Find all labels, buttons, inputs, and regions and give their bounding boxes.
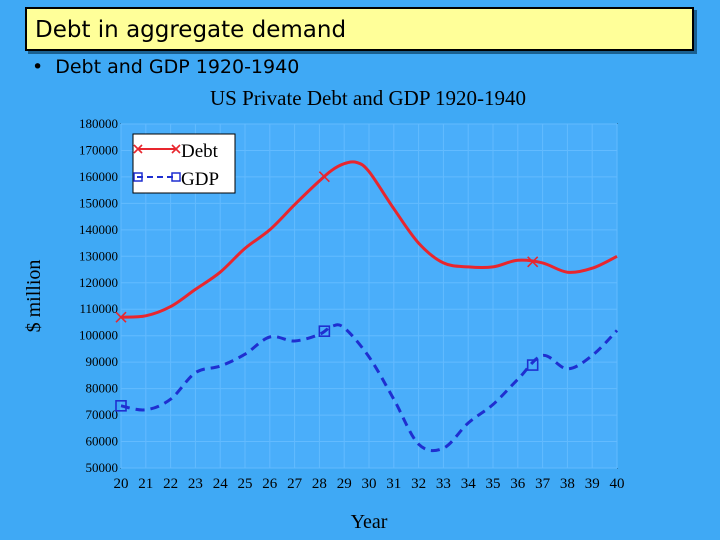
bullet-item: • Debt and GDP 1920-1940 <box>32 56 299 78</box>
y-tick-label: 110000 <box>79 301 118 316</box>
slide-title: Debt in aggregate demand <box>35 17 347 43</box>
legend-gdp-label: GDP <box>181 169 219 190</box>
y-tick-label: 130000 <box>79 248 118 263</box>
x-tick-label: 23 <box>188 476 203 492</box>
legend: Debt GDP <box>132 133 236 194</box>
y-tick-label: 70000 <box>86 407 119 422</box>
x-tick-label: 33 <box>436 476 451 492</box>
marker-gdp <box>318 325 331 337</box>
x-axis-label: Year <box>351 511 388 533</box>
y-tick-label: 180000 <box>79 116 118 131</box>
series-markers <box>115 171 539 412</box>
legend-gdp-marker-left <box>133 172 143 182</box>
y-tick-label: 100000 <box>79 328 118 343</box>
legend-gdp-marker-right <box>171 172 181 182</box>
y-tick-label: 160000 <box>79 169 118 184</box>
x-tick-label: 28 <box>312 476 327 492</box>
series-line-debt <box>120 160 618 319</box>
marker-debt <box>318 171 330 183</box>
y-tick-label: 140000 <box>79 222 118 237</box>
chart-title: US Private Debt and GDP 1920-1940 <box>210 86 526 110</box>
x-tick-label: 29 <box>337 476 352 492</box>
legend-box <box>132 133 236 194</box>
legend-debt-marker <box>133 144 181 154</box>
x-tick-label: 39 <box>585 476 600 492</box>
x-tick-label: 37 <box>535 476 551 492</box>
x-tick-label: 38 <box>560 476 575 492</box>
series-lines <box>120 160 619 453</box>
grid-lines <box>120 123 618 469</box>
x-tick-label: 22 <box>163 476 178 492</box>
x-tick-label: 25 <box>238 476 253 492</box>
x-tick-label: 31 <box>386 476 401 492</box>
bullet-text: Debt and GDP 1920-1940 <box>55 56 300 78</box>
y-axis-label: $ million <box>23 260 45 333</box>
marker-debt <box>527 256 539 268</box>
marker-debt <box>115 311 127 323</box>
x-tick-label: 20 <box>114 476 129 492</box>
y-tick-label: 170000 <box>79 142 118 157</box>
x-tick-label: 36 <box>510 476 526 492</box>
y-tick-label: 90000 <box>86 354 119 369</box>
y-tick-label: 60000 <box>86 434 119 449</box>
y-tick-label: 80000 <box>86 381 119 396</box>
y-tick-label: 150000 <box>79 195 118 210</box>
x-tick-label: 34 <box>461 476 477 492</box>
legend-debt-label: Debt <box>181 141 219 162</box>
x-tick-label: 35 <box>486 476 501 492</box>
x-tick-label: 27 <box>287 476 303 492</box>
x-tick-label: 30 <box>362 476 377 492</box>
marker-gdp <box>526 359 539 371</box>
y-tick-label: 120000 <box>79 275 118 290</box>
slide-title-box: Debt in aggregate demand <box>25 7 694 51</box>
axis-ticks: 50000 60000 70000 80000 90000 100000 110000 120… <box>79 116 625 492</box>
x-tick-label: 32 <box>411 476 426 492</box>
x-tick-label: 26 <box>262 476 278 492</box>
x-tick-label: 21 <box>138 476 153 492</box>
y-tick-label: 50000 <box>86 460 119 475</box>
marker-gdp <box>115 400 127 412</box>
bullet-marker: • <box>32 56 44 78</box>
x-tick-label: 24 <box>213 476 229 492</box>
x-tick-label: 40 <box>610 476 625 492</box>
